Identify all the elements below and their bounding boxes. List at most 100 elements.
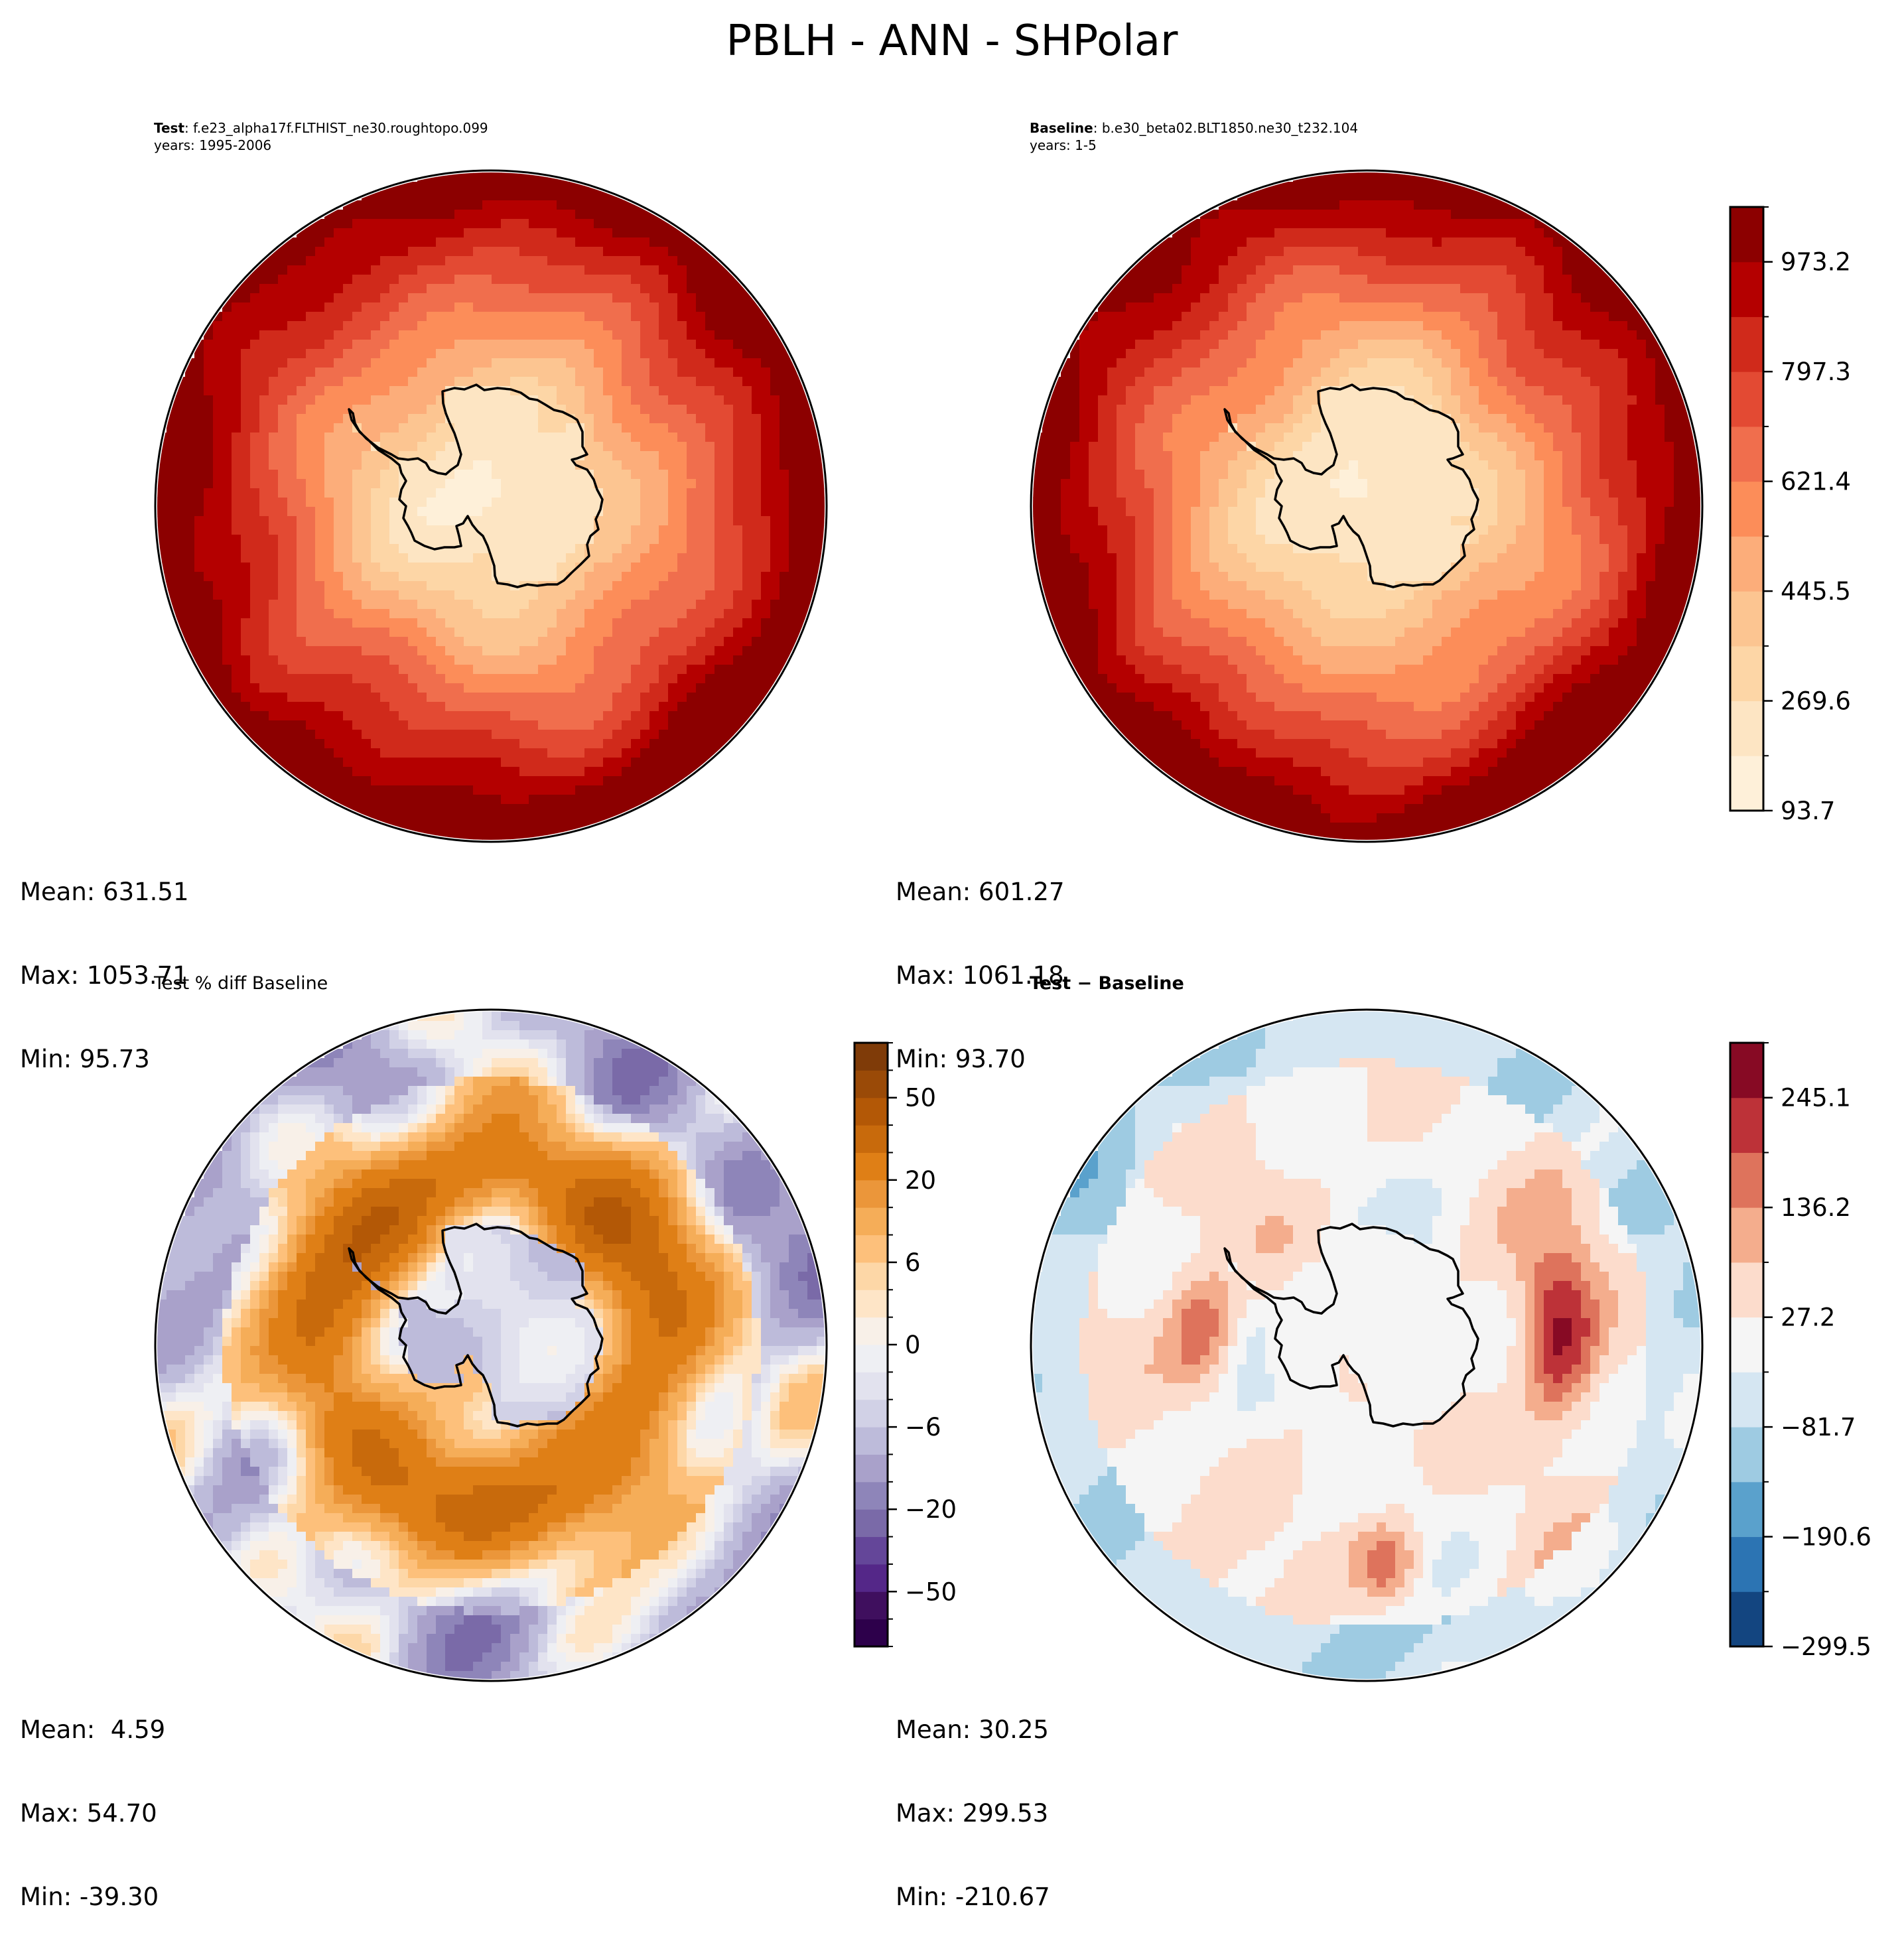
contour-cell [185,525,195,535]
contour-cell [482,702,492,712]
contour-cell [1339,312,1349,322]
contour-cell [297,284,306,294]
contour-cell [194,460,204,470]
contour-cell [640,767,650,777]
contour-cell [1237,256,1247,266]
contour-cell [538,730,548,740]
contour-cell [380,730,390,740]
contour-cell [510,200,520,210]
contour-cell [408,730,418,740]
contour-cell [380,665,390,675]
contour-cell [677,665,687,675]
contour-cell [399,804,409,814]
contour-cell [1265,200,1275,210]
contour-cell [436,665,446,675]
contour-cell [1200,237,1210,247]
contour-cell [538,674,548,684]
contour-cell [408,553,418,563]
contour-cell [501,349,511,359]
contour-cell [1516,265,1526,275]
contour-cell [1404,293,1414,303]
contour-cell [1135,302,1145,312]
contour-cell [482,758,492,768]
contour-cell [222,563,232,572]
contour-cell [380,312,390,322]
contour-cell [334,219,344,229]
contour-cell [612,702,622,712]
contour-cell [566,776,576,786]
contour-cell [1163,284,1173,294]
contour-cell [631,758,641,768]
contour-cell [687,275,697,285]
contour-cell [417,693,427,702]
contour-cell [492,655,502,665]
contour-cell [547,553,557,563]
contour-cell [780,414,789,424]
contour-cell [575,776,585,786]
contour-cell [371,321,381,331]
contour-cell [278,581,288,591]
contour-cell [278,544,288,554]
contour-cell [343,479,353,489]
contour-cell [389,386,399,396]
contour-cell [427,358,437,368]
contour-cell [1414,210,1424,220]
contour-cell [649,776,659,786]
contour-cell [287,433,297,442]
contour-cell [436,572,446,582]
test-subtitle: Test: f.e23_alpha17f.FLTHIST_ne30.rought… [154,119,488,137]
contour-cell [482,265,492,275]
contour-cell [213,423,223,433]
contour-cell [1265,293,1275,303]
contour-cell [1321,293,1331,303]
contour-cell [696,590,706,600]
contour-cell [575,247,585,257]
contour-cell [668,572,678,582]
contour-cell [436,516,446,526]
contour-cell [417,498,427,507]
contour-cell [752,395,762,405]
contour-cell [1553,247,1563,257]
contour-cell [603,804,613,814]
contour-cell [297,237,306,247]
contour-cell [501,628,511,637]
contour-cell [724,284,734,294]
contour-cell [343,488,353,498]
contour-cell [519,813,529,823]
contour-cell [250,553,260,563]
contour-cell [1200,293,1210,303]
contour-cell [306,442,316,452]
contour-cell [752,516,762,526]
contour-cell [538,470,548,480]
contour-cell [1423,191,1433,201]
contour-cell [566,349,576,359]
contour-cell [278,433,288,442]
contour-cell [389,302,399,312]
contour-cell [519,470,529,480]
contour-cell [436,785,446,795]
contour-cell [1256,210,1266,220]
contour-cell [380,609,390,619]
contour-cell [343,237,353,247]
contour-cell [371,358,381,368]
contour-cell [278,637,288,647]
contour-cell [1377,172,1387,182]
contour-cell [659,507,669,517]
contour-cell [464,785,474,795]
contour-cell [454,377,464,387]
contour-cell [1358,312,1368,322]
contour-cell [603,516,613,526]
contour-cell [668,758,678,768]
contour-cell [1525,275,1535,285]
contour-cell [1423,247,1433,257]
contour-cell [1553,302,1563,312]
contour-cell [259,321,269,331]
contour-cell [362,693,372,702]
contour-cell [1284,293,1294,303]
contour-cell [287,674,297,684]
contour-cell [445,507,455,517]
contour-cell [1284,210,1294,220]
contour-cell [501,813,511,823]
contour-cell [408,720,418,730]
contour-cell [584,479,594,489]
